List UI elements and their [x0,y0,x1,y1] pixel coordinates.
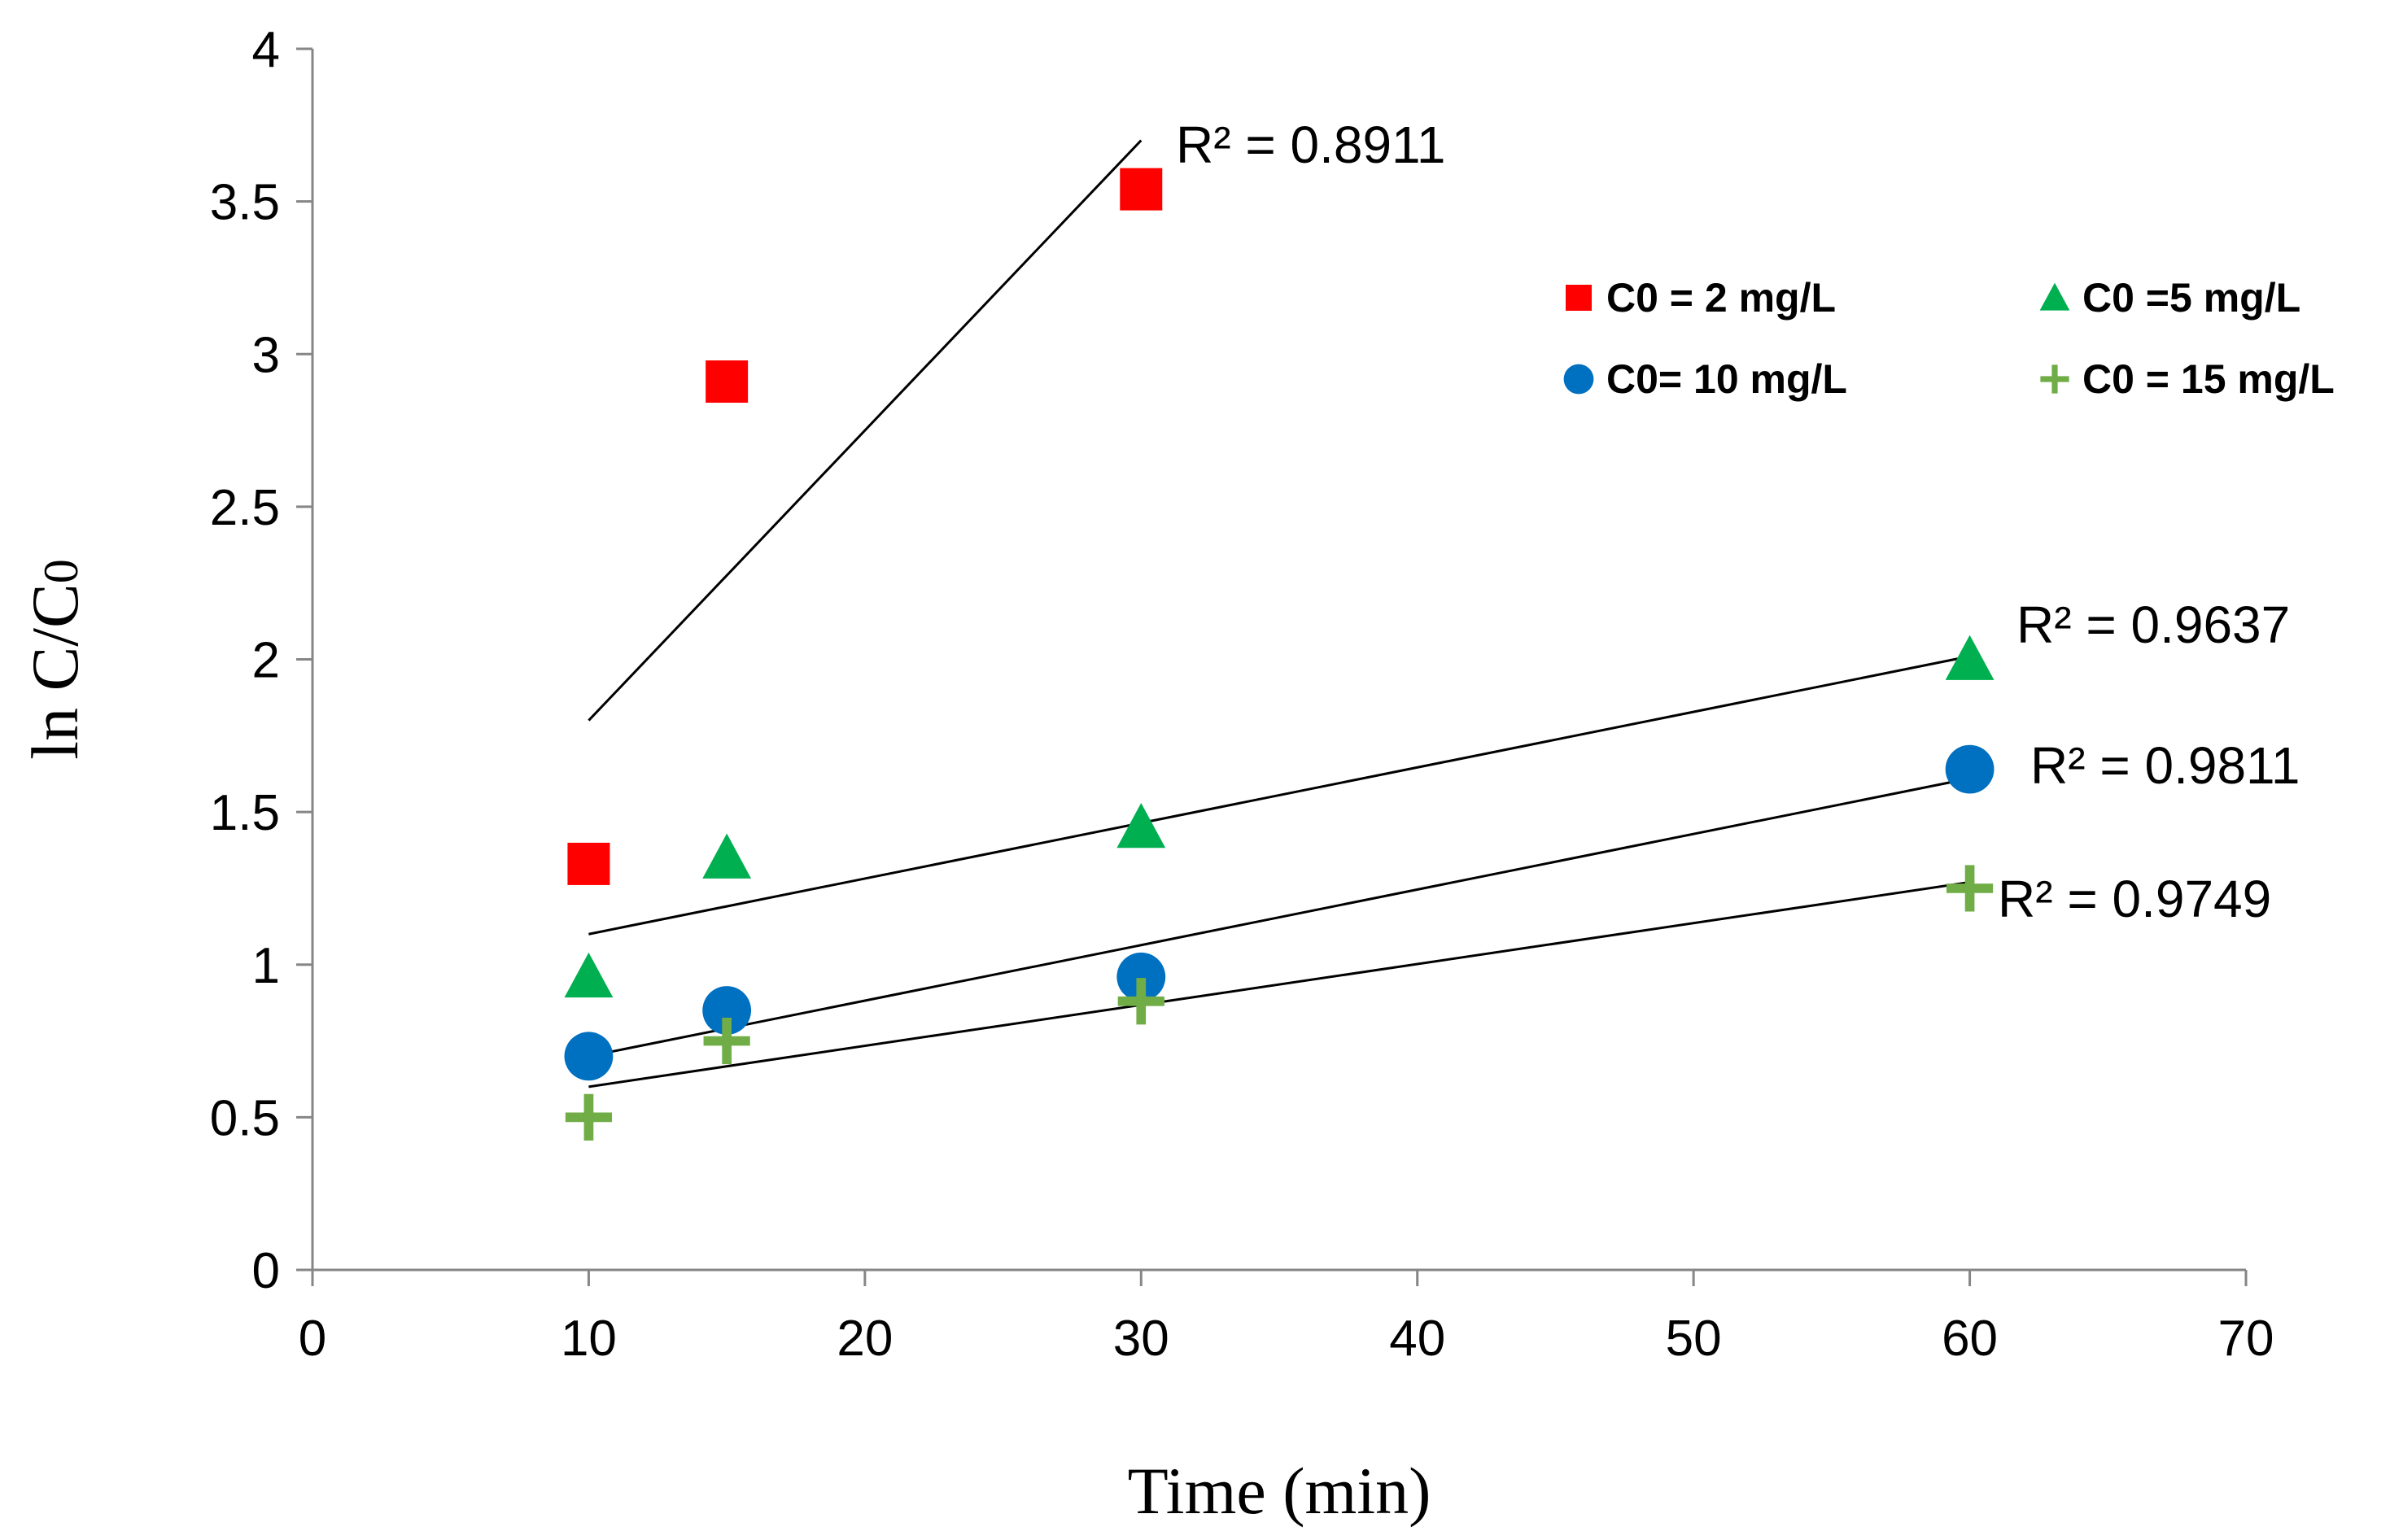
x-tick-label: 70 [2218,1311,2274,1367]
legend-label: C0 =5 mg/L [2082,275,2300,321]
trendline [588,880,1970,1088]
legend-marker [2040,364,2069,394]
r2-labels: R² = 0.8911 R² = 0.9637 R² = 0.9811 R² = 0.… [1176,116,2300,928]
r2-label: R² = 0.9811 [2030,736,2300,795]
y-tick-label: 4 [252,22,280,78]
data-point [1945,744,1995,794]
data-point [564,1032,614,1081]
x-tick-label: 20 [837,1311,893,1367]
legend-label: C0= 10 mg/L [1606,356,1847,402]
y-tick-label: 2.5 [210,480,280,536]
y-tick-label: 3.5 [210,175,280,231]
data-point [1120,168,1163,211]
legend-marker [1563,364,1594,395]
trendlines [588,139,1970,1088]
data-point [706,360,749,404]
x-axis-title: Time (min) [1128,1454,1431,1528]
x-tick-label: 50 [1666,1311,1722,1367]
y-tick-label: 2 [252,633,280,689]
y-tick-label: 0.5 [210,1090,280,1146]
data-point [1116,802,1166,849]
trendline [588,777,1970,1058]
data-point [702,986,752,1035]
y-tick-label: 0 [252,1243,280,1299]
chart-axes: 00.511.522.533.540 10 20 30 40 50 60 70 [210,22,2274,1367]
y-tick-label: 1.5 [210,785,280,841]
data-point [1946,865,1994,912]
y-axis-title: ln C/C0 [18,559,92,759]
legend-marker [2039,282,2070,311]
x-tick-label: 60 [1942,1311,1998,1367]
x-tick-label: 0 [299,1311,326,1367]
trendline [588,655,1970,936]
data-point [702,833,752,879]
data-point [1117,978,1164,1025]
data-point [567,842,610,885]
r2-label: R² = 0.9637 [2016,595,2290,654]
y-tick-label: 1 [252,938,280,994]
y-tick-label: 3 [252,327,280,383]
legend-label: C0 = 15 mg/L [2082,356,2335,402]
x-tick-label: 40 [1389,1311,1445,1367]
x-tick-label: 30 [1113,1311,1169,1367]
data-point [564,952,614,998]
legend: C0 = 2 mg/L C0 =5 mg/L C0= 10 mg/L C0 = 15 … [1563,275,2335,402]
r2-label: R² = 0.9749 [1998,870,2271,928]
trendline [588,139,1143,722]
legend-label: C0 = 2 mg/L [1606,275,1836,321]
x-tick-label: 10 [561,1311,617,1367]
data-point [1945,635,1995,680]
data-markers [564,168,1995,1141]
r2-label: R² = 0.8911 [1176,116,1445,174]
data-point [1116,952,1166,1001]
legend-marker [1566,285,1592,311]
data-point [565,1093,613,1141]
data-point [703,1017,750,1065]
